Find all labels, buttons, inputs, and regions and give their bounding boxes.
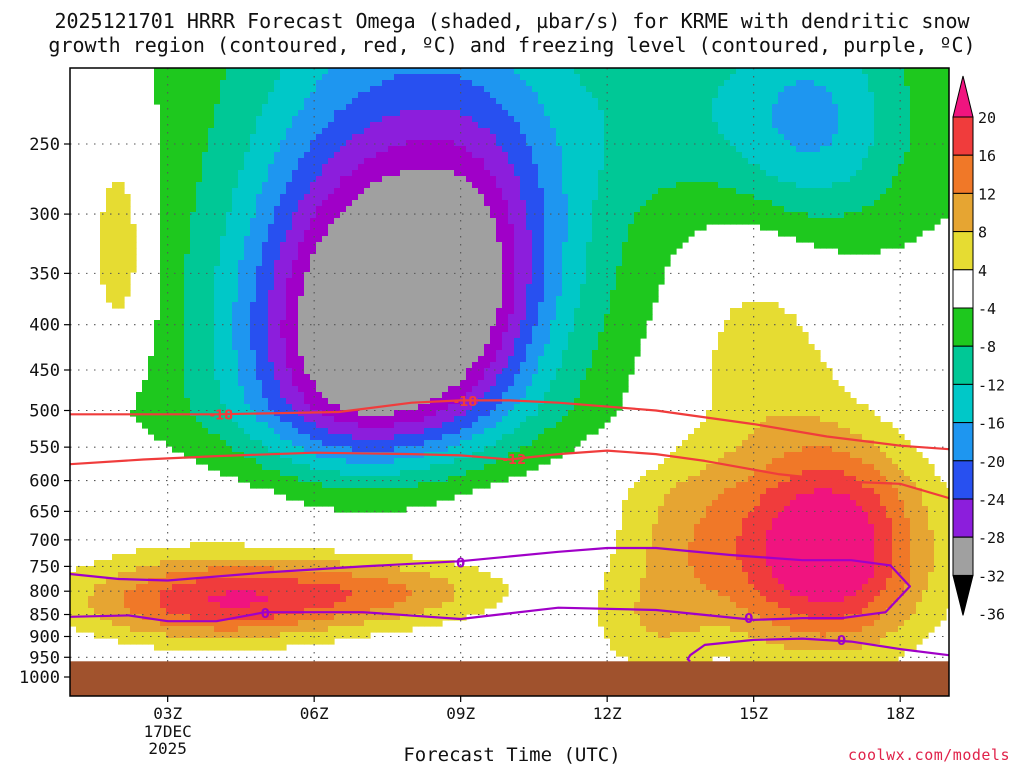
x-tick-label-06Z: 06Z <box>300 704 329 723</box>
colorbar-bin-5 <box>952 269 974 309</box>
colorbar-bin-8 <box>952 383 974 424</box>
colorbar-label-12: -32 <box>978 567 1005 585</box>
colorbar-cap-top <box>952 75 974 118</box>
x-tick-label-03Z: 03Z <box>153 704 182 723</box>
x-axis-title: Forecast Time (UTC) <box>403 744 621 766</box>
colorbar-label-4: 4 <box>978 262 987 280</box>
contour-line-2 <box>70 546 912 623</box>
contour-label-1: -18 <box>454 395 478 410</box>
contour-line-3 <box>686 637 949 663</box>
ground-surface <box>70 661 949 696</box>
chart-title-line-1: 2025121701 HRRR Forecast Omega (shaded, … <box>54 9 970 33</box>
plot-frame <box>69 67 950 697</box>
site-brand[interactable]: coolwx.com/models <box>847 746 1010 764</box>
contour-label-4: 0 <box>456 556 465 571</box>
x-tick-label-18Z: 18Z <box>886 704 915 723</box>
contour-line-1 <box>70 449 949 500</box>
y-tick-label-250: 250 <box>29 135 60 155</box>
colorbar-bin-9 <box>952 422 974 462</box>
y-tick-label-850: 850 <box>29 606 60 626</box>
colorbar-bin-last <box>952 536 974 576</box>
y-tick-label-750: 750 <box>29 557 60 577</box>
x-tick-label-15Z: 15Z <box>739 704 768 723</box>
temperature-contours: -18 -18 -12 -12 0 0 0 0 <box>70 395 949 663</box>
y-tick-label-1000: 1000 <box>19 668 60 688</box>
colorbar-label-1: 16 <box>978 147 996 165</box>
y-tick-label-350: 350 <box>29 264 60 284</box>
colorbar-bin-11 <box>952 498 974 538</box>
colorbar-cap-bottom <box>952 574 974 616</box>
colorbar-bin-3 <box>952 192 974 233</box>
colorbar-label-6: -8 <box>978 338 996 356</box>
y-tick-label-400: 400 <box>29 316 60 336</box>
x-tick-label-12Z: 12Z <box>593 704 622 723</box>
x-tick-sublabel-03Z-1: 2025 <box>148 739 187 758</box>
colorbar-bin-10 <box>952 460 974 500</box>
contour-label-5: 0 <box>837 634 846 649</box>
contour-label-7: 0 <box>744 612 753 627</box>
colorbar-label-11: -28 <box>978 529 1005 547</box>
y-tick-label-650: 650 <box>29 502 60 522</box>
colorbar-label-0: 20 <box>978 109 996 127</box>
axes: 2503003504004505005506006507007508008509… <box>19 135 915 758</box>
x-tick-sublabel-03Z-0: 17DEC <box>144 722 192 741</box>
y-tick-label-950: 950 <box>29 648 60 668</box>
colorbar-label-9: -20 <box>978 453 1005 471</box>
contour-line-0 <box>70 399 949 451</box>
contour-label-6: 0 <box>261 607 270 622</box>
colorbar-label-10: -24 <box>978 491 1005 509</box>
y-tick-label-550: 550 <box>29 438 60 458</box>
y-tick-label-700: 700 <box>29 531 60 551</box>
colorbar-bin-7 <box>952 345 974 385</box>
y-tick-label-300: 300 <box>29 205 60 225</box>
colorbar-bin-6 <box>952 307 974 347</box>
y-tick-label-800: 800 <box>29 582 60 602</box>
colorbar-label-8: -16 <box>978 415 1005 433</box>
colorbar-bin-1 <box>952 116 974 156</box>
x-tick-label-09Z: 09Z <box>446 704 475 723</box>
y-tick-label-900: 900 <box>29 627 60 647</box>
y-tick-label-500: 500 <box>29 402 60 422</box>
colorbar-label-13: -36 <box>978 606 1005 624</box>
contour-label-0: -18 <box>210 408 234 423</box>
colorbar-label-3: 8 <box>978 224 987 242</box>
chart-title-line-2: growth region (contoured, red, ºC) and f… <box>48 33 976 57</box>
y-tick-label-450: 450 <box>29 361 60 381</box>
colorbar-bin-4 <box>952 231 974 271</box>
contour-label-2: -12 <box>503 453 527 468</box>
colorbar: 20 16 12 8 4 -4 -8 -12 -16 -20 -24 -28 -32 -36 <box>952 75 1005 624</box>
colorbar-label-5: -4 <box>978 300 996 318</box>
plot-grid <box>70 68 949 696</box>
y-tick-label-600: 600 <box>29 472 60 492</box>
colorbar-label-2: 12 <box>978 185 996 203</box>
colorbar-bin-2 <box>952 154 974 194</box>
contour-label-3: -12 <box>820 473 844 488</box>
colorbar-label-7: -12 <box>978 376 1005 394</box>
